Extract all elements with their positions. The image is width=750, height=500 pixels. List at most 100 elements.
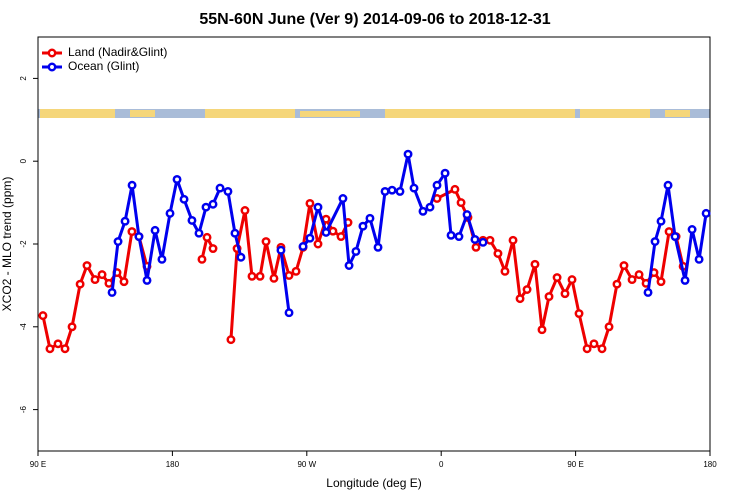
data-point: [208, 244, 218, 254]
y-tick-label: -4: [19, 323, 28, 331]
data-point: [627, 275, 637, 285]
data-point: [604, 322, 614, 332]
data-point: [612, 279, 622, 289]
data-point: [60, 344, 70, 354]
data-point: [38, 311, 48, 321]
data-point: [284, 271, 294, 280]
data-point: [456, 198, 466, 208]
data-point: [157, 254, 167, 264]
data-point: [643, 287, 653, 297]
data-point: [418, 206, 428, 216]
data-point: [284, 308, 294, 318]
data-point: [358, 221, 368, 231]
data-point: [230, 228, 240, 238]
data-point: [134, 232, 144, 241]
data-point: [113, 237, 123, 246]
data-point: [694, 254, 704, 264]
data-point: [127, 180, 137, 190]
legend-label: Land (Nadir&Glint): [68, 45, 167, 59]
data-point: [247, 271, 257, 281]
data-point: [560, 289, 570, 299]
data-point: [305, 198, 315, 208]
x-tick-label: 180: [166, 460, 180, 469]
data-point: [373, 242, 383, 252]
data-point: [634, 270, 644, 280]
x-tick-label: 180: [703, 460, 717, 469]
data-point: [446, 230, 456, 240]
data-point: [680, 275, 690, 285]
data-point: [90, 275, 100, 285]
data-point: [574, 309, 584, 319]
data-point: [313, 239, 323, 249]
data-point: [670, 232, 680, 241]
data-point: [663, 180, 673, 190]
data-point: [567, 275, 577, 285]
data-point: [236, 252, 246, 262]
data-point: [470, 234, 480, 244]
data-point: [515, 294, 525, 304]
legend-marker: [47, 48, 57, 58]
data-point: [215, 183, 225, 193]
data-point: [450, 184, 460, 194]
land-strip: [300, 111, 360, 117]
y-tick-label: 0: [19, 158, 28, 163]
data-point: [142, 275, 152, 285]
data-point: [202, 232, 212, 242]
data-point: [409, 183, 419, 193]
y-tick-label: -6: [19, 405, 28, 413]
data-point: [201, 202, 211, 212]
data-point: [261, 237, 271, 246]
chart-title: 55N-60N June (Ver 9) 2014-09-06 to 2018-…: [199, 11, 550, 28]
data-point: [351, 247, 361, 256]
data-point: [552, 273, 562, 282]
data-point: [462, 210, 472, 220]
data-point: [255, 271, 265, 281]
data-point: [276, 245, 286, 255]
data-point: [104, 278, 114, 288]
data-point: [440, 168, 450, 178]
data-point: [67, 322, 77, 332]
data-point: [269, 273, 279, 283]
data-point: [619, 261, 629, 270]
data-point: [305, 233, 315, 243]
data-point: [493, 249, 503, 258]
data-point: [321, 227, 331, 237]
x-tick-label: 90 W: [297, 460, 316, 469]
data-point: [187, 215, 197, 225]
x-tick-label: 0: [439, 460, 444, 469]
data-point: [119, 277, 129, 287]
legend-marker: [47, 62, 57, 72]
data-point: [208, 199, 218, 209]
data-point: [664, 227, 674, 237]
land-strip: [665, 110, 690, 117]
data-point: [687, 225, 697, 234]
data-point: [454, 232, 464, 241]
data-point: [127, 227, 137, 237]
land-strip: [580, 109, 650, 118]
land-strip: [130, 110, 155, 117]
data-point: [107, 287, 117, 297]
data-point: [313, 202, 323, 212]
data-point: [75, 279, 85, 289]
data-point: [97, 270, 107, 280]
data-point: [589, 339, 599, 349]
ocean-strip: [38, 109, 710, 118]
land-strip: [205, 109, 295, 118]
data-point: [471, 242, 481, 252]
land-strip: [40, 109, 115, 118]
x-axis-label: Longitude (deg E): [326, 476, 421, 490]
data-point: [197, 254, 207, 264]
data-point: [165, 208, 175, 218]
data-point: [120, 216, 130, 226]
data-point: [656, 277, 666, 287]
data-point: [485, 235, 495, 245]
land-strip: [385, 109, 575, 118]
data-point: [544, 292, 554, 302]
data-point: [338, 194, 348, 203]
data-point: [537, 325, 547, 335]
data-point: [387, 185, 397, 195]
data-point: [403, 149, 413, 159]
y-tick-label: 2: [19, 76, 28, 81]
data-point: [240, 206, 250, 215]
data-point: [328, 226, 338, 236]
